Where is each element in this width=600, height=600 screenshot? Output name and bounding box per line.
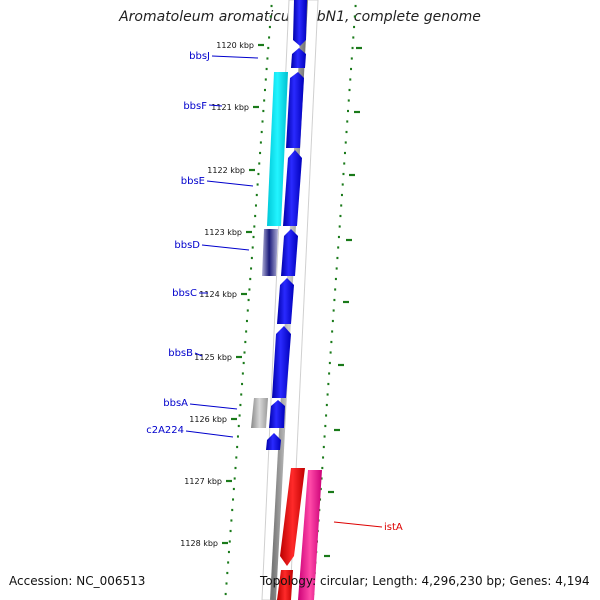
- gene-leader-line: [206, 180, 254, 187]
- gc-skew-inner-dashes: [224, 4, 273, 596]
- position-ticks: 1120 kbp 1121 kbp 1122 kbp 1123 kbp 1124 kbp…: [180, 41, 264, 548]
- gene-label-istA: istA: [384, 522, 403, 533]
- tick-label: 1126 kbp: [189, 415, 227, 424]
- red-feature-istA: [280, 468, 305, 566]
- gene-label-bbsC: bbsC: [172, 288, 197, 299]
- gene-label-bbsF: bbsF: [183, 101, 207, 112]
- pink-feature: [298, 470, 322, 600]
- tick-label: 1124 kbp: [199, 290, 237, 299]
- cds-bbsJ-arrow: [291, 48, 306, 68]
- tick-label: 1128 kbp: [180, 539, 218, 548]
- red-feature-lower: [277, 570, 293, 600]
- cds-bbsB-arrow: [272, 326, 291, 398]
- cds-bbsE-arrow: [283, 150, 302, 226]
- gene-labels: bbsJ bbsF bbsE bbsD bbsC bbsB bbsA c2A224 istA: [146, 51, 403, 533]
- gene-leader-line: [211, 55, 259, 59]
- gene-label-bbsJ: bbsJ: [189, 51, 210, 62]
- gene-label-bbsB: bbsB: [168, 348, 193, 359]
- gene-leader-line: [208, 104, 223, 107]
- gene-label-bbsD: bbsD: [174, 240, 200, 251]
- cds-bbsD-arrow: [281, 229, 298, 276]
- topology-text: Topology: circular; Length: 4,296,230 bp…: [260, 574, 590, 588]
- cds-features: [251, 0, 322, 600]
- gc-skew-outer-dashes: [312, 4, 362, 596]
- tick-label: 1120 kbp: [216, 41, 254, 50]
- gene-label-bbsE: bbsE: [181, 176, 205, 187]
- cds-top-arrow: [293, 0, 307, 46]
- cds-bbsA-arrow: [269, 400, 285, 428]
- cyan-feature: [267, 72, 288, 226]
- accession-text: Accession: NC_006513: [9, 574, 146, 588]
- gene-leader-line: [333, 521, 383, 528]
- tick-label: 1123 kbp: [204, 228, 242, 237]
- cds-bbsC-arrow: [277, 278, 294, 324]
- gray-feature: [251, 398, 268, 428]
- tick-label: 1125 kbp: [194, 353, 232, 362]
- tick-label: 1121 kbp: [211, 103, 249, 112]
- gene-leader-line: [194, 352, 203, 357]
- cds-bbsF-arrow: [286, 72, 304, 148]
- gene-label-c2A224: c2A224: [146, 425, 184, 436]
- gene-leader-line: [189, 403, 238, 410]
- gene-leader-line: [185, 430, 234, 438]
- gene-leader-line: [201, 244, 250, 251]
- tick-label: 1122 kbp: [207, 166, 245, 175]
- gene-label-bbsA: bbsA: [163, 398, 188, 409]
- tick-label: 1127 kbp: [184, 477, 222, 486]
- cds-c2A224-arrow: [266, 433, 281, 450]
- dark-striped-feature: [262, 229, 278, 276]
